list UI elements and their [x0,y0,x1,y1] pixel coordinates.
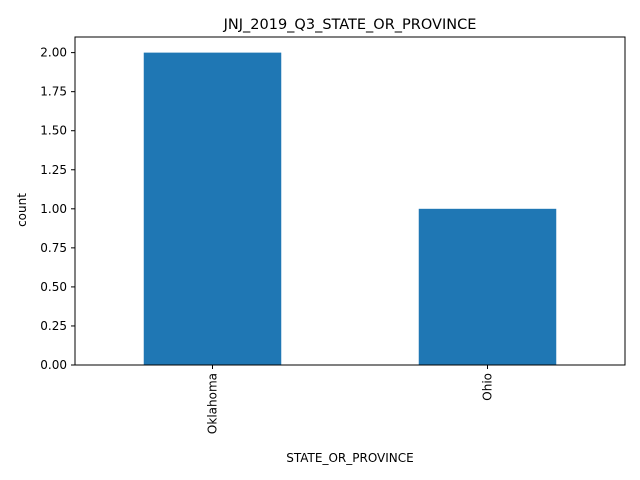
bar-oklahoma [143,52,282,365]
x-tick-label: Ohio [481,373,495,401]
x-axis-ticks: Oklahoma Ohio [206,365,495,434]
y-axis-label: count [15,193,29,227]
y-tick-label: 0.25 [40,319,67,333]
y-tick-label: 0.00 [40,358,67,372]
y-axis-ticks: 0.00 0.25 0.50 0.75 1.00 1.25 1.50 1.75 2.00 [40,46,75,372]
chart-title: JNJ_2019_Q3_STATE_OR_PROVINCE [223,17,477,33]
x-axis-label: STATE_OR_PROVINCE [286,451,413,465]
y-tick-label: 1.50 [40,124,67,138]
y-tick-label: 1.00 [40,202,67,216]
x-tick-label: Oklahoma [206,373,220,434]
bar-ohio [418,208,557,365]
y-tick-label: 2.00 [40,46,67,60]
y-tick-label: 0.50 [40,280,67,294]
plot-frame [74,36,626,366]
y-tick-label: 0.75 [40,241,67,255]
y-tick-label: 1.25 [40,163,67,177]
bars-group [143,52,557,365]
y-tick-label: 1.75 [40,85,67,99]
